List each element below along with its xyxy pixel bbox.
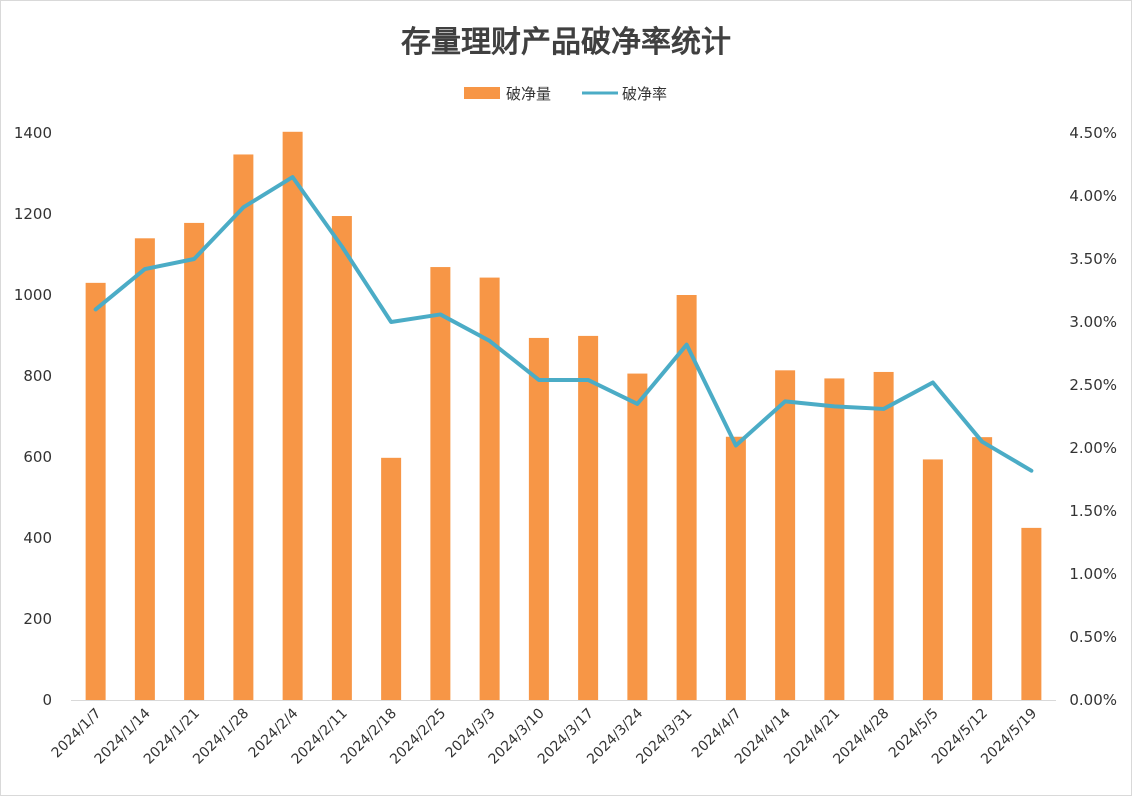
- bar: [972, 437, 993, 700]
- y-left-tick-label: 600: [23, 448, 52, 466]
- bar: [528, 337, 549, 700]
- legend: 破净量 破净率: [464, 85, 667, 103]
- bar: [282, 131, 303, 700]
- y-right-tick-label: 3.50%: [1069, 250, 1117, 268]
- bar: [479, 277, 500, 700]
- bar: [873, 371, 894, 700]
- y-left-tick-label: 200: [23, 610, 52, 628]
- y-right-tick-label: 0.00%: [1069, 691, 1117, 709]
- y-left-tick-label: 0: [42, 691, 52, 709]
- bar: [233, 154, 254, 701]
- legend-label-bar: 破净量: [506, 85, 551, 103]
- bar: [725, 436, 746, 700]
- legend-swatch-bar: [464, 87, 500, 99]
- bar: [676, 295, 697, 700]
- line-series: [93, 175, 1034, 473]
- bar: [331, 216, 352, 700]
- bar: [184, 222, 205, 700]
- bar: [1021, 527, 1042, 700]
- bar-series: [85, 131, 1042, 701]
- y-right-tick-label: 0.50%: [1069, 628, 1117, 646]
- y-right-tick-label: 1.00%: [1069, 565, 1117, 583]
- bar: [922, 459, 943, 700]
- bar: [578, 335, 599, 700]
- bar: [775, 370, 796, 700]
- y-right-tick-label: 4.00%: [1069, 187, 1117, 205]
- y-right-tick-label: 2.00%: [1069, 439, 1117, 457]
- y-right-tick-label: 3.00%: [1069, 313, 1117, 331]
- y-left-tick-labels: 0 200 400 600 800 1000 1200 1400: [14, 124, 52, 709]
- y-left-tick-label: 1000: [14, 286, 52, 304]
- bar: [134, 238, 155, 701]
- y-right-tick-labels: 0.00% 0.50% 1.00% 1.50% 2.00% 2.50% 3.00% 3.50%…: [1069, 124, 1117, 709]
- y-right-tick-label: 2.50%: [1069, 376, 1117, 394]
- y-left-tick-label: 1200: [14, 205, 52, 223]
- y-left-tick-label: 400: [23, 529, 52, 547]
- y-right-tick-label: 1.50%: [1069, 502, 1117, 520]
- bar: [430, 267, 451, 700]
- legend-label-line: 破净率: [622, 85, 667, 103]
- y-left-tick-label: 1400: [14, 124, 52, 142]
- y-left-tick-label: 800: [23, 367, 52, 385]
- line-path: [93, 175, 1034, 473]
- chart-title: 存量理财产品破净率统计: [401, 25, 731, 60]
- bar: [824, 378, 845, 700]
- bar: [627, 373, 648, 700]
- bar: [381, 457, 402, 700]
- bar: [85, 282, 106, 700]
- y-right-tick-label: 4.50%: [1069, 124, 1117, 142]
